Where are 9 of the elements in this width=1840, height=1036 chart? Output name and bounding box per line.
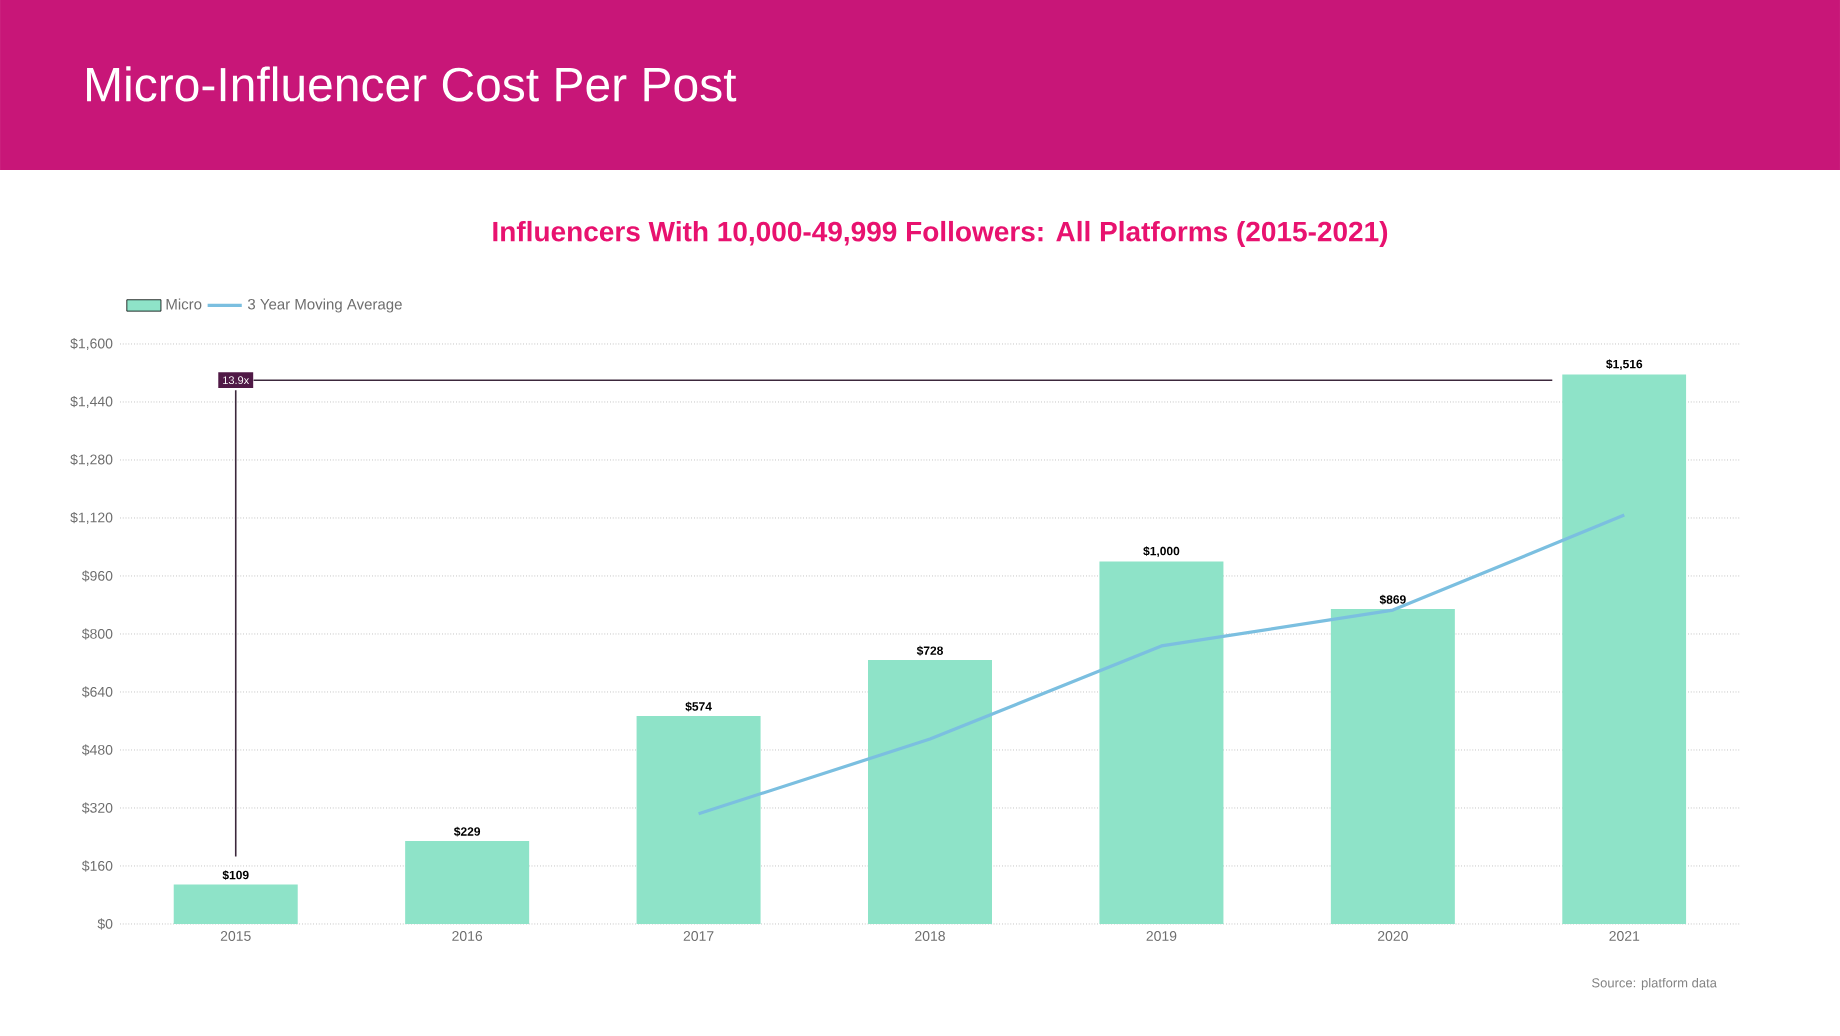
bar (173, 884, 298, 924)
bar (868, 660, 992, 924)
bar (636, 715, 761, 924)
bar (405, 840, 530, 924)
bar (1330, 608, 1455, 924)
chart-subtitle: Influencers With 10,000-49,999 Followers: All Platforms (2015-2021) (493, 220, 1388, 248)
bar (1099, 561, 1224, 924)
chart-title: Micro-Influencer Cost Per Post (87, 66, 737, 102)
bar (1562, 374, 1687, 924)
